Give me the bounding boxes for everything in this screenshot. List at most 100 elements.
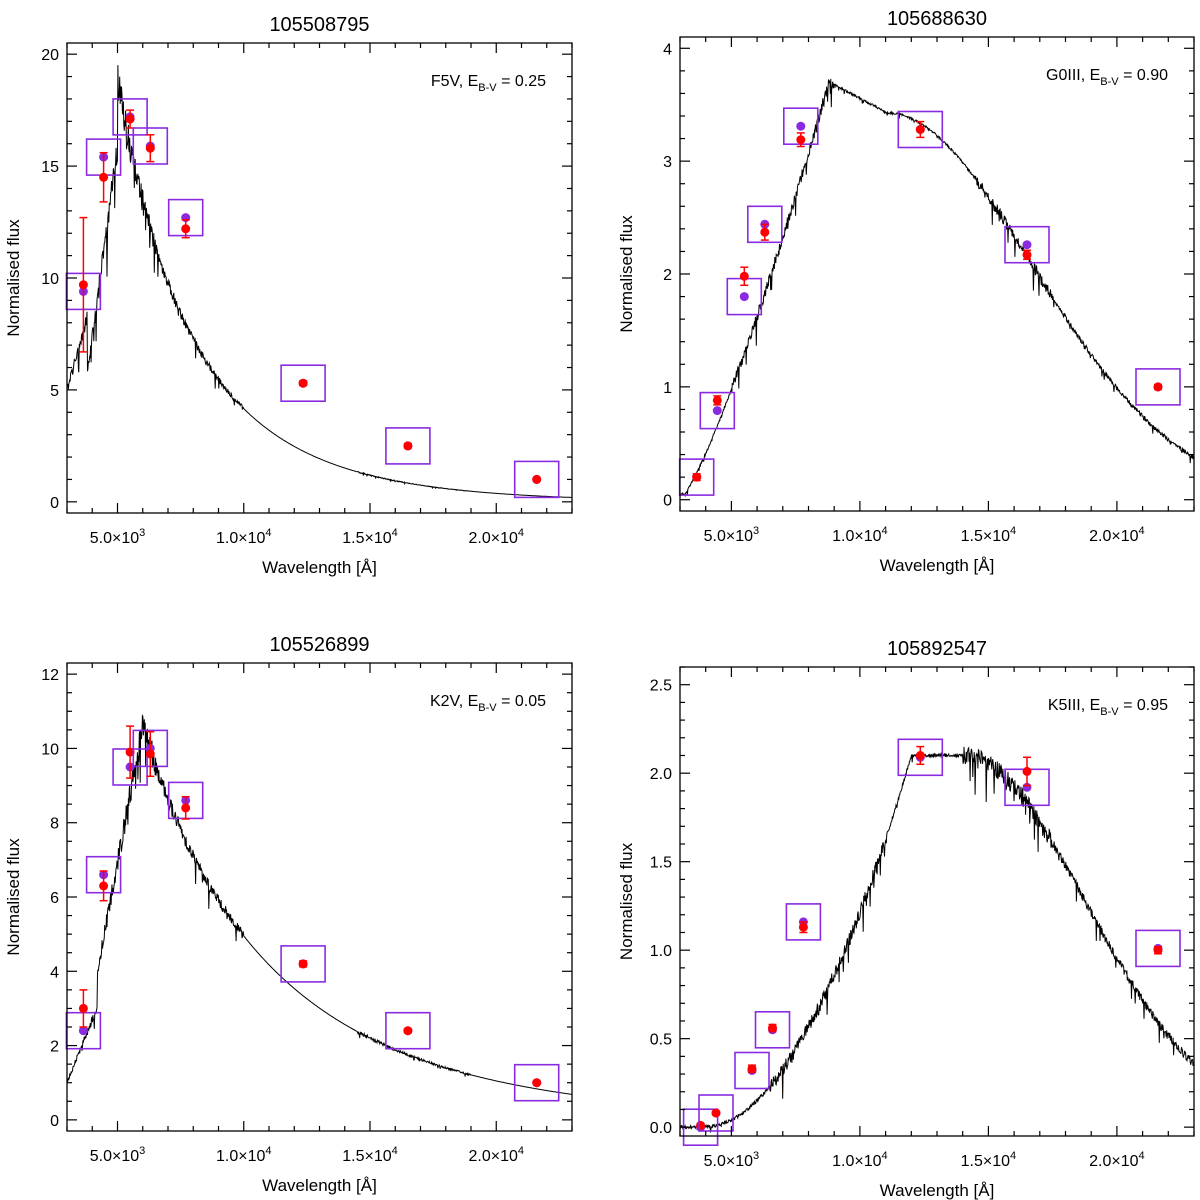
observed-point: [181, 224, 191, 234]
observed-point: [145, 749, 155, 759]
model-spectrum: [67, 65, 572, 498]
filter-box: [132, 127, 169, 165]
filter-box: [785, 903, 822, 941]
y-tick-label: 8: [50, 816, 59, 833]
observed-point: [99, 881, 109, 891]
spectral-annotation: K2V, EB-V = 0.05: [430, 693, 546, 714]
y-tick-label: 12: [41, 667, 59, 684]
y-axis-label: Normalised flux: [617, 842, 636, 960]
spectral-annotation: G0III, EB-V = 0.90: [1046, 67, 1168, 88]
observed-point: [760, 227, 770, 237]
y-tick-label: 4: [50, 964, 59, 981]
y-tick-label: 1.5: [650, 855, 672, 872]
model-point: [796, 121, 806, 131]
y-tick-label: 2.5: [650, 678, 672, 695]
x-tick-label: 1.5×104: [342, 1145, 398, 1165]
observed-point: [532, 1078, 542, 1088]
observed-point: [78, 1003, 88, 1013]
filter-box: [897, 738, 944, 777]
x-tick-label: 1.0×104: [832, 1150, 888, 1170]
filter-box: [385, 1011, 431, 1050]
x-tick-label: 1.5×104: [961, 525, 1017, 545]
plot-frame: [66, 42, 573, 514]
observed-point: [696, 1120, 706, 1130]
y-axis-label: Normalised flux: [4, 219, 23, 337]
observed-point: [1153, 945, 1163, 955]
observed-point: [1153, 382, 1163, 392]
y-axis-label: Normalised flux: [4, 838, 23, 956]
y-tick-label: 0.5: [650, 1032, 672, 1049]
x-tick-label: 2.0×104: [1089, 525, 1145, 545]
y-tick-label: 6: [50, 890, 59, 907]
spectral-annotation: K5III, EB-V = 0.95: [1048, 697, 1168, 718]
filter-box: [385, 427, 431, 465]
plot-frame: [66, 662, 573, 1132]
model-spectrum: [680, 746, 1194, 1133]
model-point: [739, 292, 749, 302]
observed-point: [532, 474, 542, 484]
observed-point: [798, 922, 808, 932]
filter-box: [698, 1094, 734, 1132]
y-tick-label: 2: [663, 267, 672, 284]
observed-point: [298, 959, 308, 969]
chart-title: 105688630: [887, 8, 987, 30]
x-tick-label: 2.0×104: [468, 1145, 524, 1165]
observed-point: [403, 1026, 413, 1036]
plot-frame: [679, 36, 1195, 512]
y-tick-label: 10: [41, 741, 59, 758]
filter-box: [746, 205, 783, 244]
x-tick-label: 2.0×104: [1089, 1150, 1145, 1170]
x-tick-label: 1.0×104: [216, 1145, 272, 1165]
x-tick-label: 1.0×104: [216, 527, 272, 547]
y-tick-label: 20: [41, 47, 59, 64]
observed-point: [915, 751, 925, 760]
filter-box: [1004, 225, 1050, 264]
observed-point: [747, 1064, 757, 1074]
observed-point: [181, 803, 191, 813]
y-tick-label: 1: [663, 380, 672, 397]
filter-box: [754, 1010, 791, 1049]
model-point: [712, 406, 722, 416]
panel-105688630: 5.0×103 1.0×104 1.5×104 2.0×104 0 1 2 3 4 1056886…: [617, 8, 1195, 575]
observed-point: [768, 1023, 777, 1033]
filter-box: [1135, 929, 1181, 968]
filter-box: [112, 98, 148, 136]
x-tick-label: 2.0×104: [468, 527, 524, 547]
y-tick-label: 2.0: [650, 766, 672, 783]
panel-105526899: 5.0×103 1.0×104 1.5×104 2.0×104 0 2 4 6 8 10 12 105…: [4, 634, 573, 1195]
x-axis-label: Wavelength [Å]: [262, 1176, 377, 1195]
observed-point: [125, 747, 135, 757]
x-tick-label: 1.0×104: [832, 525, 888, 545]
observed-point: [1022, 766, 1032, 776]
observed-point: [796, 135, 806, 145]
observed-point: [712, 395, 722, 405]
plot-frame: [679, 666, 1195, 1137]
observed-point: [125, 114, 135, 124]
observed-point: [99, 172, 109, 182]
filter-box: [280, 945, 326, 983]
filter-box: [699, 391, 736, 430]
x-tick-label: 5.0×103: [90, 527, 146, 547]
x-axis-label: Wavelength [Å]: [880, 1181, 995, 1200]
filter-box: [513, 460, 560, 499]
spectral-annotation: F5V, EB-V = 0.25: [431, 73, 546, 94]
observed-point: [915, 125, 925, 134]
x-tick-label: 5.0×103: [90, 1145, 146, 1165]
y-tick-label: 3: [663, 154, 672, 171]
y-axis-label: Normalised flux: [617, 215, 636, 333]
x-tick-label: 5.0×103: [704, 1150, 760, 1170]
y-tick-label: 1.0: [650, 943, 672, 960]
x-tick-label: 5.0×103: [704, 525, 760, 545]
y-tick-label: 0.0: [650, 1120, 672, 1137]
y-tick-label: 10: [41, 271, 59, 288]
filter-box: [897, 110, 944, 149]
y-tick-label: 5: [50, 383, 59, 400]
y-tick-label: 15: [41, 159, 59, 176]
x-axis-label: Wavelength [Å]: [262, 558, 377, 577]
filter-box: [734, 1051, 770, 1090]
filter-box: [280, 364, 326, 403]
x-tick-label: 1.5×104: [342, 527, 398, 547]
y-tick-label: 2: [50, 1039, 59, 1056]
chart-title: 105892547: [887, 638, 987, 660]
